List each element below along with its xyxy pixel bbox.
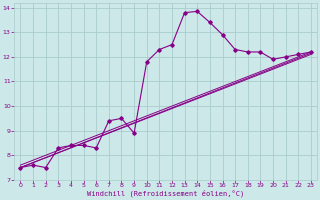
- X-axis label: Windchill (Refroidissement éolien,°C): Windchill (Refroidissement éolien,°C): [87, 190, 244, 197]
